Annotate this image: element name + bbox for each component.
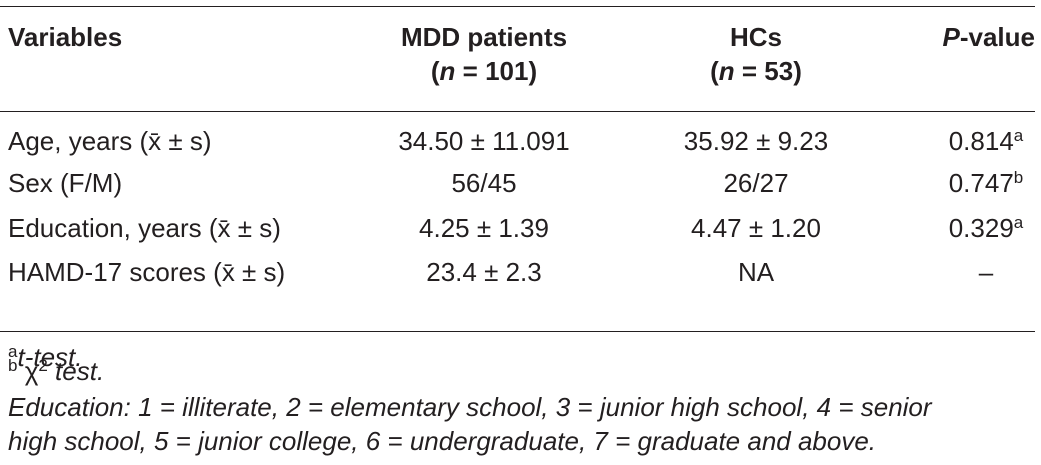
header-mdd-label: MDD patients xyxy=(400,22,568,52)
table-row-hamd-label: HAMD-17 scores (x̄ ± s) xyxy=(8,257,286,287)
table-bottom-rule xyxy=(0,331,1035,332)
table-row-hamd-p: – xyxy=(978,257,994,287)
header-mdd-patients: MDD patients (n = 101) xyxy=(401,20,567,88)
table-row-education-p: 0.329a xyxy=(948,213,1024,243)
footnote-marker: a xyxy=(1013,126,1024,145)
footnote-marker: a xyxy=(1013,213,1024,232)
table-header-rule xyxy=(0,111,1035,112)
table-row-sex-p: 0.747b xyxy=(948,168,1024,198)
table-row-sex-mdd: 56/45 xyxy=(451,168,517,198)
header-p-value: P-value xyxy=(942,22,1036,52)
table-row-education-label: Education, years (x̄ ± s) xyxy=(8,213,281,243)
header-hcs-n: (n = 53) xyxy=(710,56,802,86)
table-row-sex-hc: 26/27 xyxy=(723,168,789,198)
table-row-age-mdd: 34.50 ± 11.091 xyxy=(398,126,570,156)
table-top-rule xyxy=(0,6,1035,7)
table-row-education-mdd: 4.25 ± 1.39 xyxy=(419,213,549,243)
table-row-age-p: 0.814a xyxy=(948,126,1024,156)
footnote-b-line: b χ2 test. xyxy=(8,356,105,386)
footnote-a: at-test. xyxy=(8,342,83,372)
table-row-education-hc: 4.47 ± 1.20 xyxy=(691,213,821,243)
header-hcs: HCs (n = 53) xyxy=(710,20,802,88)
table-row-hamd-hc: NA xyxy=(737,257,775,287)
footnote-education-line2: high school, 5 = junior college, 6 = und… xyxy=(8,426,877,456)
table-row-sex-label: Sex (F/M) xyxy=(8,168,123,198)
footnote-education-line1: Education: 1 = illiterate, 2 = elementar… xyxy=(8,392,932,422)
header-variables: Variables xyxy=(8,22,123,52)
header-hcs-label: HCs xyxy=(729,22,783,52)
table-row-age-hc: 35.92 ± 9.23 xyxy=(683,126,829,156)
table-row-age-label: Age, years (x̄ ± s) xyxy=(8,126,212,156)
footnote-marker: b xyxy=(1013,168,1024,187)
table-row-hamd-mdd: 23.4 ± 2.3 xyxy=(426,257,542,287)
header-mdd-n: (n = 101) xyxy=(430,56,538,86)
